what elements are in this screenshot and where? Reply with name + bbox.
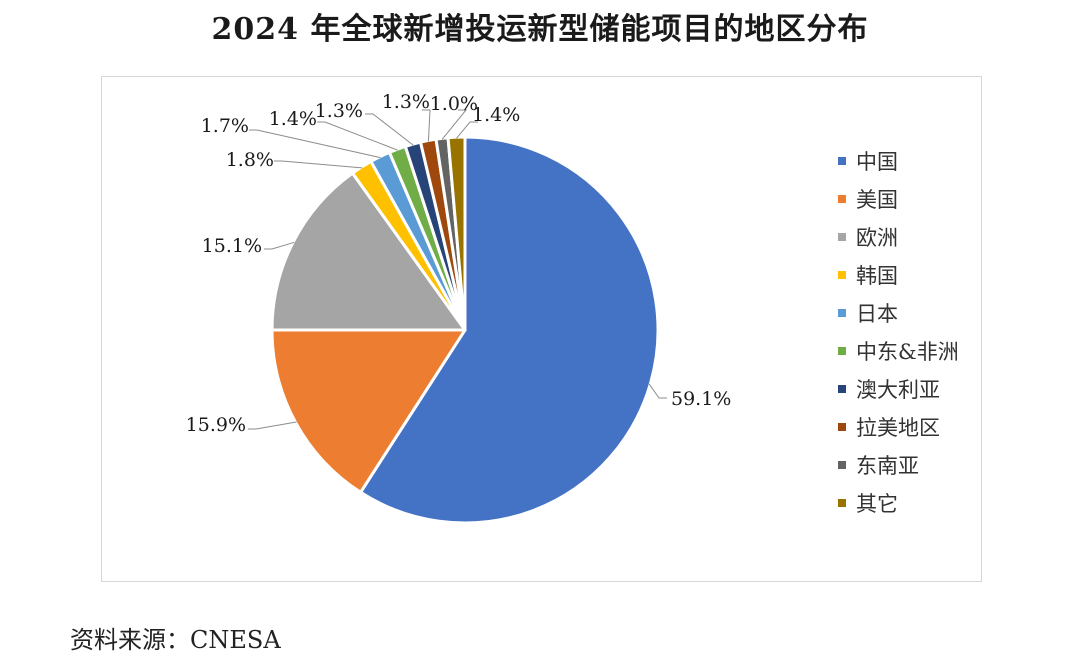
legend-item: 日本 — [838, 294, 959, 332]
source-label: 资料来源： — [70, 626, 190, 654]
legend-item: 美国 — [838, 180, 959, 218]
legend-swatch — [838, 461, 846, 469]
chart-frame — [101, 76, 982, 582]
data-label: 1.7% — [201, 115, 249, 137]
legend-swatch — [838, 233, 846, 241]
leader-line — [422, 109, 431, 142]
data-label: 15.1% — [202, 235, 262, 257]
legend-swatch — [838, 347, 846, 355]
data-label: 1.3% — [315, 100, 363, 122]
legend-swatch — [838, 195, 846, 203]
chart-legend: 中国美国欧洲韩国日本中东&非洲澳大利亚拉美地区东南亚其它 — [838, 142, 959, 522]
legend-swatch — [838, 499, 846, 507]
pie-slice — [270, 171, 467, 332]
leader-line — [248, 421, 297, 430]
data-label: 1.3% — [382, 91, 430, 113]
data-label: 1.0% — [430, 93, 478, 115]
leader-line — [264, 241, 295, 250]
legend-item: 欧洲 — [838, 218, 959, 256]
source-note: 资料来源：CNESA — [70, 620, 281, 655]
legend-label: 韩国 — [856, 264, 898, 288]
legend-label: 欧洲 — [856, 226, 898, 250]
leader-line — [648, 383, 667, 399]
leader-line — [249, 129, 381, 159]
leader-line — [274, 160, 363, 169]
legend-item: 澳大利亚 — [838, 370, 959, 408]
leader-line — [441, 109, 468, 140]
legend-label: 中国 — [856, 150, 898, 174]
legend-swatch — [838, 423, 846, 431]
legend-swatch — [838, 309, 846, 317]
legend-label: 其它 — [856, 492, 898, 516]
legend-swatch — [838, 271, 846, 279]
chart-title: 2024 年全球新增投运新型储能项目的地区分布 — [211, 12, 869, 47]
leader-line — [317, 121, 398, 151]
legend-label: 美国 — [856, 188, 898, 212]
leader-line — [456, 121, 478, 139]
pie-slice — [446, 135, 467, 332]
legend-swatch — [838, 157, 846, 165]
legend-label: 中东&非洲 — [856, 340, 959, 364]
pie-slice — [359, 135, 660, 525]
source-value: CNESA — [190, 626, 281, 654]
data-label: 1.8% — [226, 149, 274, 171]
data-label: 59.1% — [671, 388, 731, 410]
legend-item: 其它 — [838, 484, 959, 522]
legend-item: 中国 — [838, 142, 959, 180]
legend-label: 拉美地区 — [856, 416, 940, 440]
legend-item: 东南亚 — [838, 446, 959, 484]
legend-label: 澳大利亚 — [856, 378, 940, 402]
data-label: 1.4% — [472, 104, 520, 126]
data-label: 1.4% — [269, 108, 317, 130]
legend-label: 东南亚 — [856, 454, 919, 478]
data-label: 15.9% — [186, 414, 246, 436]
legend-label: 日本 — [856, 302, 898, 326]
legend-item: 韩国 — [838, 256, 959, 294]
legend-item: 拉美地区 — [838, 408, 959, 446]
leader-line — [365, 113, 414, 146]
legend-item: 中东&非洲 — [838, 332, 959, 370]
legend-swatch — [838, 385, 846, 393]
